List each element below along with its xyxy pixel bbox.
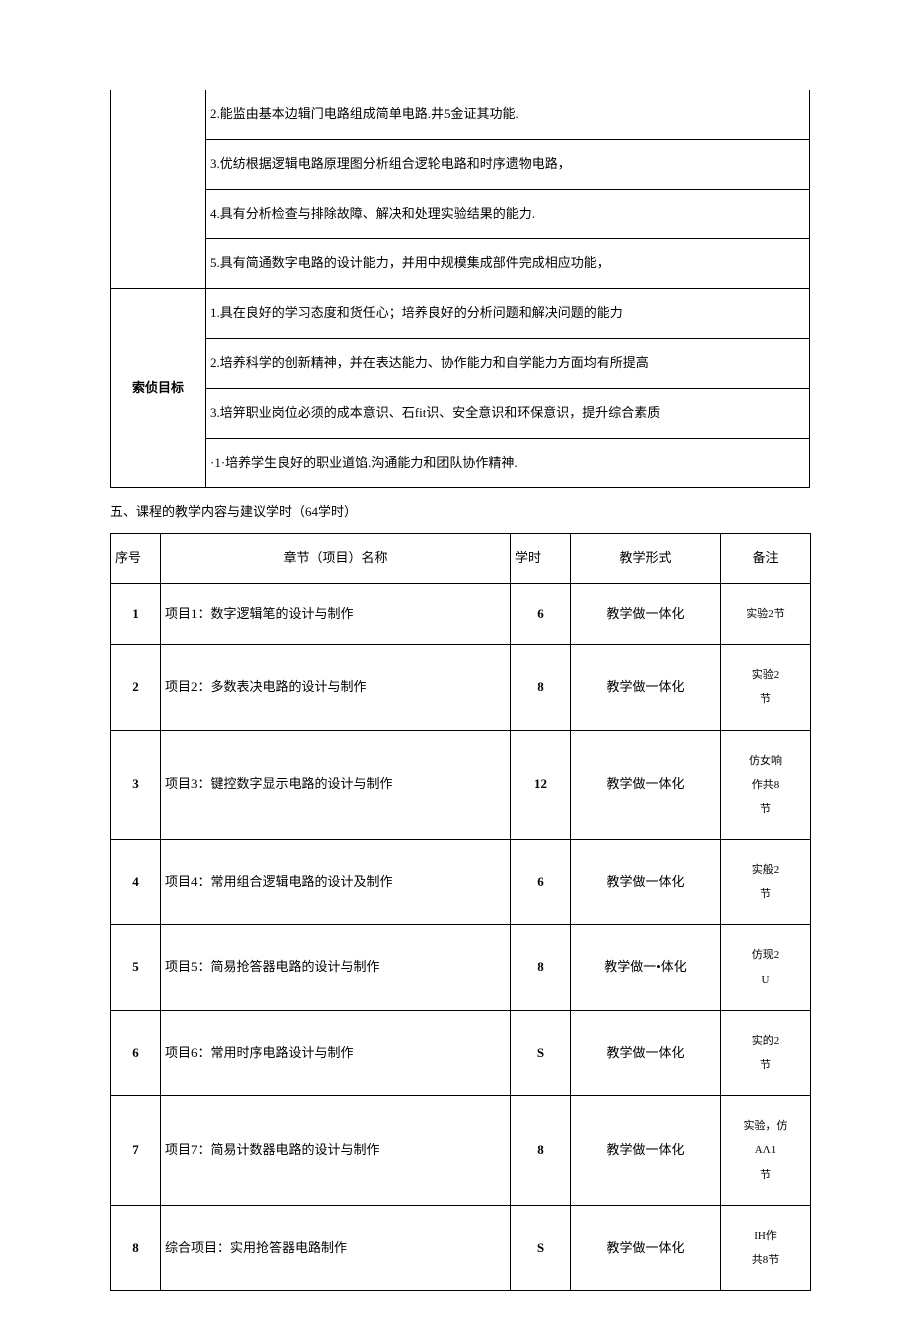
row2-item-3: ·1·培养学生良好的职业道馅.沟通能力和团队协作精神. — [206, 439, 809, 488]
table-header-row: 序号 章节（项目）名称 学时 教学形式 备注 — [111, 534, 811, 584]
row1-content-cell: 2.能监由基本边辑门电路组成简单电路.井5金证其功能. 3.优纺根据逻辑电路原理… — [206, 90, 810, 289]
table-row: 8综合项目：实用抢答器电路制作S教学做一体化IH作 共8节 — [111, 1205, 811, 1290]
cell-seq: 5 — [111, 925, 161, 1010]
cell-name: 项目5：简易抢答器电路的设计与制作 — [161, 925, 511, 1010]
row1-item-3: 5.具有简通数字电路的设计能力，并用中规模集成部件完成相应功能， — [206, 239, 809, 288]
cell-form: 教学做一体化 — [571, 1205, 721, 1290]
header-form: 教学形式 — [571, 534, 721, 584]
cell-seq: 1 — [111, 583, 161, 644]
header-seq: 序号 — [111, 534, 161, 584]
cell-name: 项目2：多数表决电路的设计与制作 — [161, 645, 511, 730]
table-row: 4项目4：常用组合逻辑电路的设计及制作6教学做一体化实般2 节 — [111, 840, 811, 925]
cell-name: 项目1：数字逻辑笔的设计与制作 — [161, 583, 511, 644]
header-hours: 学时 — [511, 534, 571, 584]
header-note: 备注 — [721, 534, 811, 584]
cell-hours: 8 — [511, 925, 571, 1010]
cell-name: 项目6：常用时序电路设计与制作 — [161, 1010, 511, 1095]
cell-note: 实般2 节 — [721, 840, 811, 925]
row1-item-2: 4.具有分析检查与排除故障、解决和处理实验结果的能力. — [206, 190, 809, 240]
cell-seq: 8 — [111, 1205, 161, 1290]
content-hours-table: 序号 章节（项目）名称 学时 教学形式 备注 1项目1：数字逻辑笔的设计与制作6… — [110, 533, 811, 1291]
row1-item-1: 3.优纺根据逻辑电路原理图分析组合逻轮电路和时序遗物电路， — [206, 140, 809, 190]
cell-hours: S — [511, 1010, 571, 1095]
table-row: 6项目6：常用时序电路设计与制作S教学做一体化实的2 节 — [111, 1010, 811, 1095]
cell-note: 仿女响 作共8 节 — [721, 730, 811, 840]
table-row: 2项目2：多数表决电路的设计与制作8教学做一体化实验2 节 — [111, 645, 811, 730]
cell-seq: 4 — [111, 840, 161, 925]
cell-note: 仿现2 U — [721, 925, 811, 1010]
table-row: 3项目3：键控数字显示电路的设计与制作12教学做一体化仿女响 作共8 节 — [111, 730, 811, 840]
cell-hours: S — [511, 1205, 571, 1290]
cell-form: 教学做一体化 — [571, 730, 721, 840]
row2-label-cell: 索侦目标 — [111, 289, 206, 488]
cell-seq: 3 — [111, 730, 161, 840]
row2-item-1: 2.培养科学的创新精神，并在表达能力、协作能力和自学能力方面均有所提高 — [206, 339, 809, 389]
table-row: 1项目1：数字逻辑笔的设计与制作6教学做一体化实验2节 — [111, 583, 811, 644]
cell-name: 项目4：常用组合逻辑电路的设计及制作 — [161, 840, 511, 925]
cell-seq: 2 — [111, 645, 161, 730]
cell-seq: 6 — [111, 1010, 161, 1095]
cell-hours: 8 — [511, 645, 571, 730]
cell-form: 教学做一体化 — [571, 1096, 721, 1206]
cell-note: 实验2节 — [721, 583, 811, 644]
cell-name: 综合项目：实用抢答器电路制作 — [161, 1205, 511, 1290]
section-heading: 五、课程的教学内容与建议学时（64学时） — [110, 502, 810, 523]
cell-hours: 6 — [511, 840, 571, 925]
cell-note: 实验2 节 — [721, 645, 811, 730]
row2-item-2: 3.培笄职业岗位必须的成本意识、石fit识、安全意识和环保意识，提升综合素质 — [206, 389, 809, 439]
cell-form: 教学做一•体化 — [571, 925, 721, 1010]
cell-note: IH作 共8节 — [721, 1205, 811, 1290]
cell-seq: 7 — [111, 1096, 161, 1206]
cell-form: 教学做一体化 — [571, 1010, 721, 1095]
objectives-table: 2.能监由基本边辑门电路组成简单电路.井5金证其功能. 3.优纺根据逻辑电路原理… — [110, 90, 810, 488]
cell-name: 项目7：简易计数器电路的设计与制作 — [161, 1096, 511, 1206]
cell-form: 教学做一体化 — [571, 840, 721, 925]
cell-form: 教学做一体化 — [571, 645, 721, 730]
row1-label-cell — [111, 90, 206, 289]
table-row: 7项目7：简易计数器电路的设计与制作8教学做一体化实验，仿 AΛ1 节 — [111, 1096, 811, 1206]
row1-item-0: 2.能监由基本边辑门电路组成简单电路.井5金证其功能. — [206, 90, 809, 140]
cell-hours: 8 — [511, 1096, 571, 1206]
cell-name: 项目3：键控数字显示电路的设计与制作 — [161, 730, 511, 840]
table-row: 5项目5：简易抢答器电路的设计与制作8教学做一•体化仿现2 U — [111, 925, 811, 1010]
cell-form: 教学做一体化 — [571, 583, 721, 644]
row2-item-0: 1.具在良好的学习态度和货任心；培养良好的分析问题和解决问题的能力 — [206, 289, 809, 339]
cell-hours: 6 — [511, 583, 571, 644]
cell-hours: 12 — [511, 730, 571, 840]
cell-note: 实验，仿 AΛ1 节 — [721, 1096, 811, 1206]
header-name: 章节（项目）名称 — [161, 534, 511, 584]
cell-note: 实的2 节 — [721, 1010, 811, 1095]
row2-content-cell: 1.具在良好的学习态度和货任心；培养良好的分析问题和解决问题的能力 2.培养科学… — [206, 289, 810, 488]
